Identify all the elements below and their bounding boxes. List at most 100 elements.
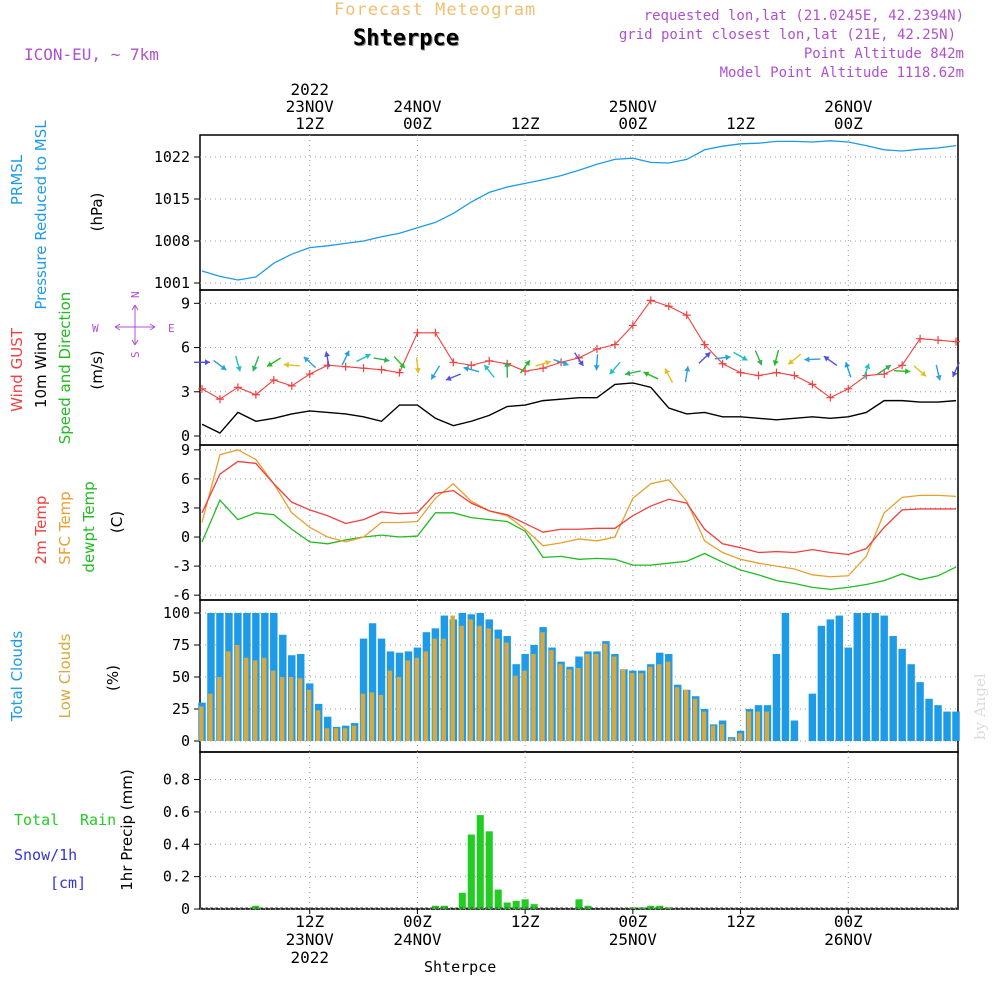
- low-cloud-bar: [217, 677, 222, 741]
- clouds-tick-label: 50: [172, 668, 190, 686]
- wind-direction-arrow: [823, 355, 838, 366]
- precip-tick-label: 0.4: [163, 835, 190, 853]
- pressure-tick-label: 1008: [154, 232, 190, 250]
- temp-tick-label: 3: [181, 499, 190, 517]
- gust-marker: [467, 361, 476, 370]
- rain-bar: [431, 905, 439, 909]
- total-cloud-bar: [781, 613, 790, 741]
- gust-marker: [736, 368, 745, 377]
- precip-title-snow: Snow/1h: [14, 846, 77, 864]
- low-cloud-bar: [567, 669, 572, 741]
- bottom-time-label: 00Z: [834, 912, 863, 931]
- low-cloud-bar: [253, 660, 258, 741]
- low-cloud-bar: [674, 687, 680, 741]
- arrow-head: [952, 371, 958, 377]
- temp-tick-label: 9: [181, 441, 190, 459]
- pressure-title-1: PRMSL: [8, 154, 26, 205]
- low-cloud-bar: [244, 657, 249, 741]
- requested-coords: requested lon,lat (21.0245E, 42.2394N): [643, 8, 964, 24]
- total-cloud-bar: [790, 720, 799, 741]
- low-cloud-bar: [450, 615, 455, 741]
- wind-direction-arrow: [483, 364, 495, 378]
- clouds-tick-label: 0: [181, 732, 190, 750]
- low-cloud-bar: [315, 710, 321, 741]
- arrow-head: [704, 352, 711, 358]
- low-cloud-bar: [226, 651, 231, 741]
- pressure-line: [201, 140, 957, 281]
- arrow-head: [741, 355, 748, 361]
- low-cloud-bar: [504, 642, 509, 741]
- low-cloud-bar: [208, 693, 213, 741]
- total-cloud-bar: [871, 613, 879, 741]
- point-altitude: Point Altitude 842m: [803, 46, 964, 62]
- arrow-head: [609, 368, 616, 375]
- wind-title-3: Speed and Direction: [56, 292, 74, 445]
- arrow-head: [267, 361, 273, 367]
- gust-marker: [772, 368, 781, 377]
- wind-direction-arrow: [877, 364, 892, 375]
- panel-frame-pressure: [199, 134, 959, 291]
- watermark: by Angel: [971, 673, 989, 740]
- low-cloud-bar: [235, 645, 240, 741]
- low-cloud-bar: [558, 664, 563, 741]
- low-cloud-bar: [531, 653, 536, 741]
- precip-tick-label: 0.8: [163, 771, 190, 789]
- arrow-head: [484, 364, 490, 371]
- gust-marker: [592, 345, 601, 354]
- arrow-head: [625, 370, 631, 377]
- top-time-label: 00Z: [834, 114, 863, 133]
- arrow-head: [283, 361, 290, 368]
- compass-n: N: [129, 291, 142, 298]
- low-cloud-bar: [701, 711, 707, 741]
- total-cloud-bar: [952, 711, 960, 741]
- bottom-time-label: 12Z: [295, 912, 324, 931]
- gust-marker: [485, 356, 494, 365]
- wind-direction-arrow: [463, 365, 480, 373]
- wind-direction-arrow: [913, 365, 927, 377]
- rain-bar: [252, 905, 260, 909]
- wind-direction-arrow: [714, 354, 731, 361]
- temp-title-3: dewpt Temp: [80, 481, 98, 572]
- wind-direction-arrow: [684, 366, 691, 383]
- wind-direction-arrow: [772, 349, 780, 366]
- low-cloud-bar: [603, 643, 608, 741]
- low-cloud-bar: [369, 692, 375, 741]
- low-cloud-bar: [432, 638, 437, 741]
- total-cloud-bar: [943, 711, 951, 741]
- low-cloud-bar: [279, 677, 285, 741]
- arrow-head: [772, 360, 779, 366]
- arrow-head: [562, 360, 569, 367]
- low-cloud-bar: [513, 675, 518, 741]
- clouds-title-2: Low Clouds: [56, 633, 74, 718]
- arrow-head: [864, 363, 871, 370]
- pressure-unit: (hPa): [88, 193, 106, 232]
- arrow-head: [643, 371, 650, 378]
- gust-marker: [952, 337, 960, 346]
- arrow-head: [578, 360, 584, 367]
- arrow-head: [920, 370, 927, 377]
- low-cloud-bar: [638, 673, 644, 741]
- precip-tick-label: 0.2: [163, 868, 190, 886]
- arrow-head: [431, 373, 437, 380]
- rain-bar: [467, 834, 475, 909]
- wind-direction-arrow: [862, 363, 871, 379]
- low-cloud-bar: [387, 670, 393, 741]
- arrow-head: [545, 360, 551, 366]
- bottom-time-label: 00Z: [403, 912, 432, 931]
- top-time-label: 23NOV: [286, 97, 335, 116]
- total-cloud-bar: [835, 615, 844, 741]
- app-title: Forecast Meteogram: [334, 0, 537, 20]
- gust-marker: [844, 384, 853, 393]
- temp-tick-label: 6: [181, 470, 190, 488]
- wind-direction-arrow: [194, 359, 210, 366]
- arrow-head: [524, 360, 530, 367]
- total-cloud-bar: [207, 613, 215, 741]
- gust-marker: [305, 370, 314, 379]
- precip-tick-label: 0: [181, 900, 190, 918]
- arrow-head: [303, 356, 310, 363]
- total-cloud-bar: [377, 638, 386, 741]
- wind-direction-arrow: [664, 368, 674, 383]
- wind-direction-arrow: [894, 368, 911, 375]
- wind-tick-label: 3: [181, 383, 190, 401]
- arrow-head: [463, 365, 470, 372]
